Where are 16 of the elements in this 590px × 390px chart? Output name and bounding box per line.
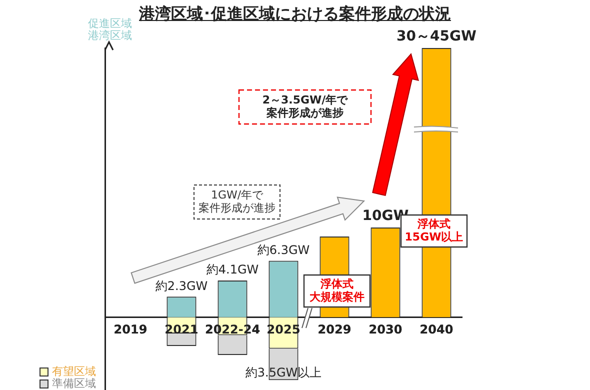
data-label: 約6.3GW [257,242,310,257]
data-label: 30～45GW [396,28,476,45]
data-label: 約4.1GW [206,262,259,277]
annotation: 浮体式大規模案件 [310,277,364,304]
annotation: 浮体式15GW以上 [404,217,464,244]
chart-title: 港湾区域･促進区域における案件形成の状況 [139,4,451,23]
x-tick-label: 2030 [368,322,402,337]
annotation: 2～3.5GW/年で案件形成が進捗 [262,93,349,120]
legend-label: 有望区域 [52,364,96,378]
x-tick-label: 2029 [318,322,352,337]
x-tick-label: 2040 [420,322,454,337]
data-label: 約2.3GW [155,278,208,293]
text: 促進区域港湾区域 [88,16,132,42]
x-tick-label: 2019 [114,322,148,337]
annotation: 1GW/年で案件形成が進捗 [198,188,276,214]
legend-label: 準備区域 [52,376,96,390]
